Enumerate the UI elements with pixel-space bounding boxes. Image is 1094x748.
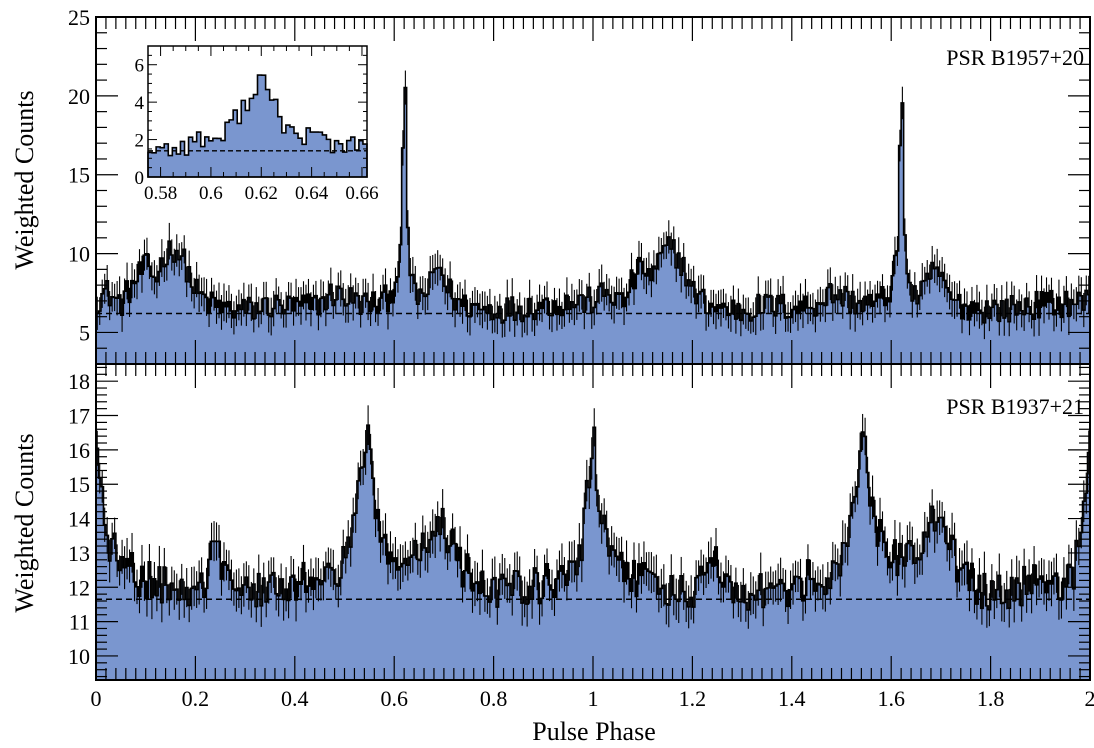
inset-panel — [147, 45, 368, 178]
bottom-y-tick-label: 18 — [68, 369, 90, 394]
inset-x-tick-label: 0.62 — [245, 183, 278, 204]
inset-x-tick-label: 0.58 — [144, 183, 177, 204]
bottom-x-tick-label: 0.4 — [281, 686, 309, 711]
inset-y-tick-label: 2 — [135, 131, 145, 152]
inset-x-tick-label: 0.6 — [199, 183, 223, 204]
bottom-y-tick-label: 16 — [68, 438, 90, 463]
bottom-y-tick-label: 10 — [68, 644, 90, 669]
bottom-y-tick-label: 11 — [69, 610, 90, 635]
bottom-x-tick-label: 1.8 — [977, 686, 1005, 711]
top-error-bars — [96, 70, 1090, 340]
bottom-y-axis-title: Weighted Counts — [10, 433, 39, 612]
top-y-axis-title: Weighted Counts — [10, 90, 39, 269]
bottom-y-tick-label: 13 — [68, 541, 90, 566]
inset-histogram — [147, 74, 368, 178]
bottom-y-tick-label: 14 — [68, 507, 90, 532]
bottom-y-tick-label: 17 — [68, 404, 90, 429]
inset-x-tick-label: 0.66 — [345, 183, 378, 204]
bottom-x-tick-label: 0.8 — [480, 686, 508, 711]
bottom-x-tick-label: 1.4 — [778, 686, 806, 711]
bottom-y-tick-label: 12 — [68, 575, 90, 600]
bottom-y-tick-label: 15 — [68, 472, 90, 497]
bottom-x-tick-label: 0 — [91, 686, 102, 711]
top-y-tick-label: 15 — [68, 163, 90, 188]
top-y-tick-label: 10 — [68, 242, 90, 267]
top-panel: PSR B1957+20 Weighted Counts — [10, 16, 1091, 365]
inset-x-tick-label: 0.64 — [295, 183, 329, 204]
bottom-x-tick-label: 2 — [1085, 686, 1094, 711]
top-y-tick-label: 5 — [79, 320, 90, 345]
bottom-x-tick-label: 1.2 — [679, 686, 707, 711]
inset-histogram-bars — [147, 74, 368, 178]
bottom-panel: PSR B1937+21 Weighted Counts Pulse Phase — [10, 363, 1091, 746]
bottom-x-tick-label: 0.6 — [380, 686, 408, 711]
bottom-error-bars — [96, 405, 1090, 629]
inset-frame — [147, 45, 368, 178]
bottom-x-tick-label: 0.2 — [182, 686, 210, 711]
bottom-panel-frame — [95, 363, 1091, 681]
top-y-tick-label: 20 — [68, 84, 90, 109]
x-axis-title: Pulse Phase — [532, 717, 656, 746]
inset-y-tick-label: 0 — [135, 168, 145, 189]
bottom-x-tick-label: 1 — [588, 686, 599, 711]
inset-y-tick-label: 4 — [135, 93, 145, 114]
bottom-x-tick-label: 1.6 — [877, 686, 905, 711]
top-panel-label: PSR B1957+20 — [946, 45, 1084, 70]
top-y-tick-label: 25 — [68, 5, 90, 30]
inset-y-tick-label: 6 — [135, 56, 145, 77]
bottom-axis-ticks — [95, 364, 1091, 680]
bottom-panel-label: PSR B1937+21 — [946, 394, 1084, 419]
